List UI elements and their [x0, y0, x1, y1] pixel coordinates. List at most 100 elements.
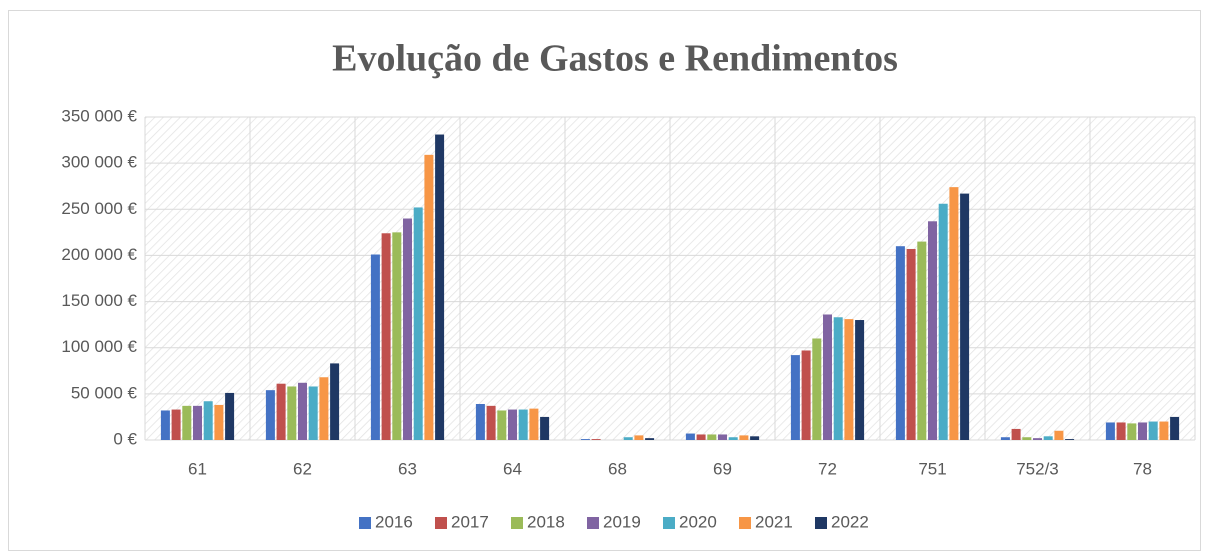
- x-tick-label: 64: [503, 459, 522, 478]
- x-tick-label: 62: [293, 459, 312, 478]
- legend-swatch: [435, 517, 447, 529]
- bar: [1033, 438, 1042, 440]
- bar: [1116, 422, 1126, 440]
- x-tick-label: 751: [918, 459, 946, 478]
- bar: [1011, 428, 1021, 440]
- bar: [718, 434, 727, 440]
- bar: [1170, 416, 1180, 440]
- bar: [330, 363, 340, 440]
- bar: [623, 437, 633, 440]
- x-tick-label: 68: [608, 459, 627, 478]
- bar: [844, 319, 854, 440]
- bar: [160, 410, 170, 440]
- bar: [1148, 421, 1158, 440]
- bar: [1105, 422, 1115, 440]
- x-tick-label: 752/3: [1016, 459, 1059, 478]
- bar: [634, 435, 644, 440]
- legend-swatch: [739, 517, 751, 529]
- bar: [812, 338, 822, 440]
- legend-label: 2017: [451, 512, 489, 531]
- legend-label: 2016: [375, 512, 413, 531]
- bar: [833, 317, 843, 440]
- bar: [486, 405, 496, 440]
- bar: [298, 382, 307, 440]
- bar: [1043, 436, 1053, 440]
- bar: [928, 221, 937, 440]
- bar: [801, 350, 811, 440]
- legend-swatch: [663, 517, 675, 529]
- bar: [276, 383, 286, 440]
- bar: [518, 409, 528, 440]
- legend-label: 2018: [527, 512, 565, 531]
- bar: [508, 409, 517, 440]
- bar: [308, 386, 318, 440]
- y-tick-label: 100 000 €: [61, 337, 137, 356]
- bar: [413, 207, 423, 440]
- bar: [855, 320, 865, 440]
- bar: [645, 438, 655, 440]
- chart-title: Evolução de Gastos e Rendimentos: [332, 38, 898, 80]
- bar: [906, 248, 916, 440]
- bar: [591, 439, 601, 440]
- legend-swatch: [359, 517, 371, 529]
- legend-swatch: [815, 517, 827, 529]
- bar: [1065, 439, 1075, 440]
- bar: [895, 246, 905, 440]
- bar: [1138, 422, 1147, 440]
- y-tick-label: 150 000 €: [61, 291, 137, 310]
- bar: [370, 254, 380, 440]
- bar: [182, 405, 192, 440]
- bar: [917, 241, 927, 440]
- bar: [1054, 430, 1064, 440]
- y-tick-label: 50 000 €: [71, 383, 138, 402]
- x-tick-label: 69: [713, 459, 732, 478]
- x-tick-label: 72: [818, 459, 837, 478]
- y-tick-label: 200 000 €: [61, 245, 137, 264]
- bar: [265, 390, 275, 440]
- bar: [540, 416, 550, 440]
- bar: [171, 409, 181, 440]
- bar: [739, 435, 749, 440]
- x-tick-label: 63: [398, 459, 417, 478]
- bar: [1159, 421, 1169, 440]
- bar: [707, 434, 717, 440]
- bar: [696, 434, 706, 440]
- bar: [728, 437, 738, 440]
- bar: [214, 404, 224, 440]
- bar: [790, 355, 800, 440]
- legend-label: 2021: [755, 512, 793, 531]
- bar: [938, 203, 948, 440]
- y-tick-label: 0 €: [113, 429, 137, 448]
- bar: [960, 193, 970, 440]
- legend-swatch: [587, 517, 599, 529]
- bar: [287, 386, 297, 440]
- bar: [403, 218, 412, 440]
- bar: [1000, 437, 1010, 440]
- bar: [529, 408, 539, 440]
- legend-label: 2022: [831, 512, 869, 531]
- x-tick-label: 61: [188, 459, 207, 478]
- bar: [949, 187, 959, 440]
- legend-swatch: [511, 517, 523, 529]
- y-tick-label: 250 000 €: [61, 199, 137, 218]
- bar: [203, 401, 213, 440]
- bar: [319, 377, 329, 440]
- bar: [497, 410, 507, 440]
- bar: [475, 404, 485, 440]
- y-tick-label: 350 000 €: [61, 106, 137, 125]
- legend-label: 2020: [679, 512, 717, 531]
- bar: [750, 436, 760, 440]
- bar: [580, 439, 590, 440]
- bar: [1022, 437, 1032, 440]
- bar: [685, 433, 695, 440]
- y-tick-label: 300 000 €: [61, 153, 137, 172]
- bar: [424, 154, 434, 440]
- bar: [193, 405, 202, 440]
- bar: [435, 134, 445, 440]
- legend-label: 2019: [603, 512, 641, 531]
- bar: [225, 392, 235, 440]
- bar: [823, 314, 832, 440]
- bar: [1127, 423, 1137, 440]
- x-tick-label: 78: [1133, 459, 1152, 478]
